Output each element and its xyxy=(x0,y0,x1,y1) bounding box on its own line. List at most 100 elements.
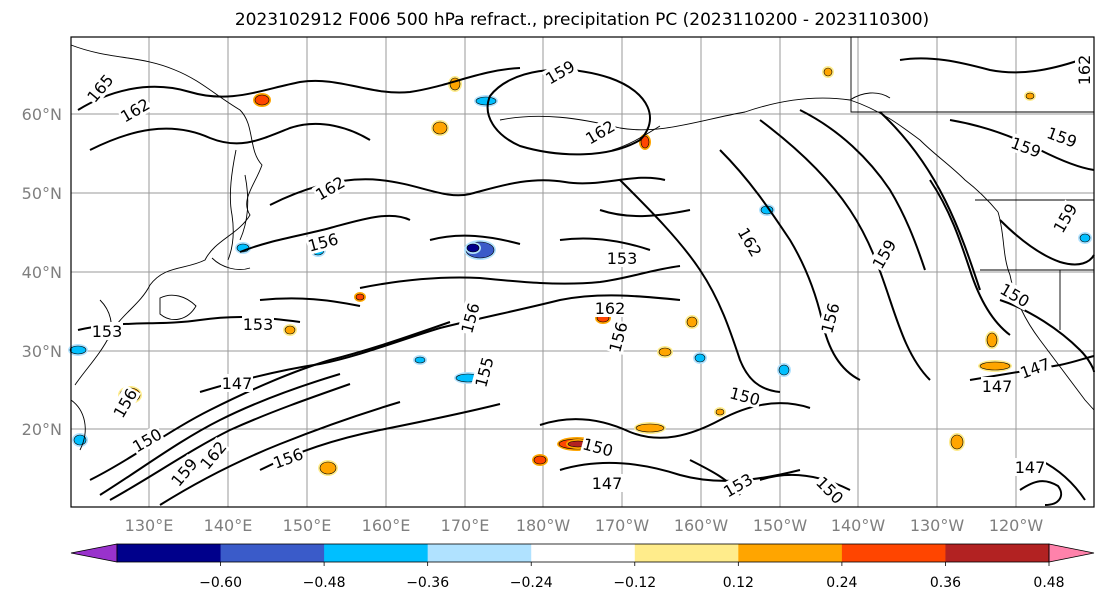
colorbar-extend-high xyxy=(1048,543,1095,563)
lon-tick-label: 130°E xyxy=(125,516,174,535)
lat-tick-label: 20°N xyxy=(22,420,62,439)
coastline xyxy=(227,149,237,261)
contour-label-bg xyxy=(580,434,616,460)
lon-tick-label: 140°E xyxy=(204,516,253,535)
contour-label-bg xyxy=(1075,54,1093,86)
precip-cell xyxy=(640,135,650,149)
contour-label-bg xyxy=(305,229,341,255)
precip-cell xyxy=(979,361,1011,371)
colorbar-tick-label: −0.36 xyxy=(406,575,449,591)
lat-tick-label: 60°N xyxy=(22,105,62,124)
refractivity-contour xyxy=(359,265,681,289)
coastline xyxy=(159,294,197,321)
contour-label-bg xyxy=(471,354,497,390)
lon-tick-label: 150°W xyxy=(753,516,808,535)
colorbar-tick-label: 0.12 xyxy=(723,575,754,591)
precip-cell xyxy=(533,455,547,465)
contour-label-bg xyxy=(817,300,843,336)
contour-label: 147 xyxy=(592,474,623,493)
colorbar-tick-label: −0.48 xyxy=(303,575,346,591)
refractivity-contour xyxy=(799,109,926,271)
map-frame xyxy=(70,36,1095,508)
precipitation-fills xyxy=(68,66,1092,476)
contour-label: 162 xyxy=(595,299,626,318)
refractivity-contour xyxy=(539,402,811,439)
precip-cell xyxy=(658,347,672,357)
contour-label-bg xyxy=(91,322,123,340)
precip-cell xyxy=(635,423,665,433)
refractivity-contour xyxy=(899,57,1081,74)
contour-label-bg xyxy=(734,223,766,261)
precip-cell xyxy=(254,94,270,106)
refractivity-contour xyxy=(559,461,801,482)
coastline xyxy=(70,44,263,386)
contour-label-bg xyxy=(727,383,763,409)
refractivity-contour xyxy=(199,294,681,393)
coastline xyxy=(997,211,1095,411)
lon-tick-label: 140°W xyxy=(831,516,886,535)
lat-tick-label: 40°N xyxy=(22,263,62,282)
lon-tick-label: 130°W xyxy=(910,516,965,535)
colorbar-segment xyxy=(324,544,429,562)
contour-label-bg xyxy=(1049,199,1081,237)
refractivity-contour xyxy=(879,111,981,291)
precip-cell xyxy=(778,364,790,376)
contour-label-bg xyxy=(116,94,154,126)
colorbar-tick-label: −0.24 xyxy=(510,575,553,591)
colorbar-segment xyxy=(738,544,843,562)
lon-tick-label: 180°W xyxy=(516,516,571,535)
contour-label-bg xyxy=(128,424,166,456)
lon-tick-label: 150°E xyxy=(283,516,332,535)
contour-label: 153 xyxy=(607,249,638,268)
refractivity-contour xyxy=(429,234,521,245)
refractivity-contour xyxy=(77,67,521,111)
colorbar-segment xyxy=(841,544,946,562)
lat-tick-label: 50°N xyxy=(22,184,62,203)
contour-label-bg xyxy=(109,384,141,422)
colorbar xyxy=(70,543,1095,563)
lon-tick-label: 120°W xyxy=(989,516,1044,535)
lon-tick-label: 160°E xyxy=(362,516,411,535)
colorbar-tick-label: 0.48 xyxy=(1033,575,1064,591)
lon-tick-label: 170°E xyxy=(441,516,490,535)
precip-cell xyxy=(1079,233,1091,243)
precip-cell xyxy=(686,316,698,328)
coastline xyxy=(70,399,86,451)
precip-cell xyxy=(69,345,87,355)
contour-label-bg xyxy=(1016,354,1054,382)
contour-label-bg xyxy=(1014,458,1046,476)
coastline xyxy=(850,37,1094,113)
refractivity-contour xyxy=(1019,480,1063,506)
coastline xyxy=(611,125,661,151)
contour-label-bg xyxy=(868,235,900,273)
contour-label: 147 xyxy=(1015,458,1046,477)
refractivity-contour xyxy=(999,219,1095,266)
precip-cell xyxy=(986,332,998,348)
refractivity-contour xyxy=(759,119,931,381)
contour-label-bg xyxy=(311,172,349,204)
lon-tick-label: 170°W xyxy=(595,516,650,535)
contour-label-bg xyxy=(996,279,1034,311)
contour-label-bg xyxy=(606,249,638,267)
refractivity-contour xyxy=(759,473,851,491)
colorbar-segment xyxy=(117,544,222,562)
colorbar-tick-labels: −0.60 −0.48 −0.36 −0.24 −0.12 0.12 0.24 0.36 0.4… xyxy=(199,562,1065,591)
colorbar-tick-label: −0.60 xyxy=(199,575,242,591)
lon-tick-label: 160°W xyxy=(674,516,729,535)
contour-label-bg xyxy=(269,444,307,472)
colorbar-segment xyxy=(427,544,532,562)
precip-cell xyxy=(284,325,296,335)
colorbar-frame xyxy=(116,543,1050,563)
graticule xyxy=(71,37,1094,507)
coastline xyxy=(849,92,891,101)
contour-label-bg xyxy=(195,436,231,474)
colorbar-segment xyxy=(634,544,739,562)
contour-label: 147 xyxy=(222,374,253,393)
map-title: 2023102912 F006 500 hPa refract., precip… xyxy=(235,10,929,30)
refractivity-contour xyxy=(89,122,371,151)
precip-cell xyxy=(823,67,833,77)
contour-label: 162 xyxy=(1075,55,1094,86)
contour-label-bg xyxy=(166,453,202,491)
refractivity-contour xyxy=(619,179,781,393)
refractivity-contours xyxy=(77,57,1095,506)
